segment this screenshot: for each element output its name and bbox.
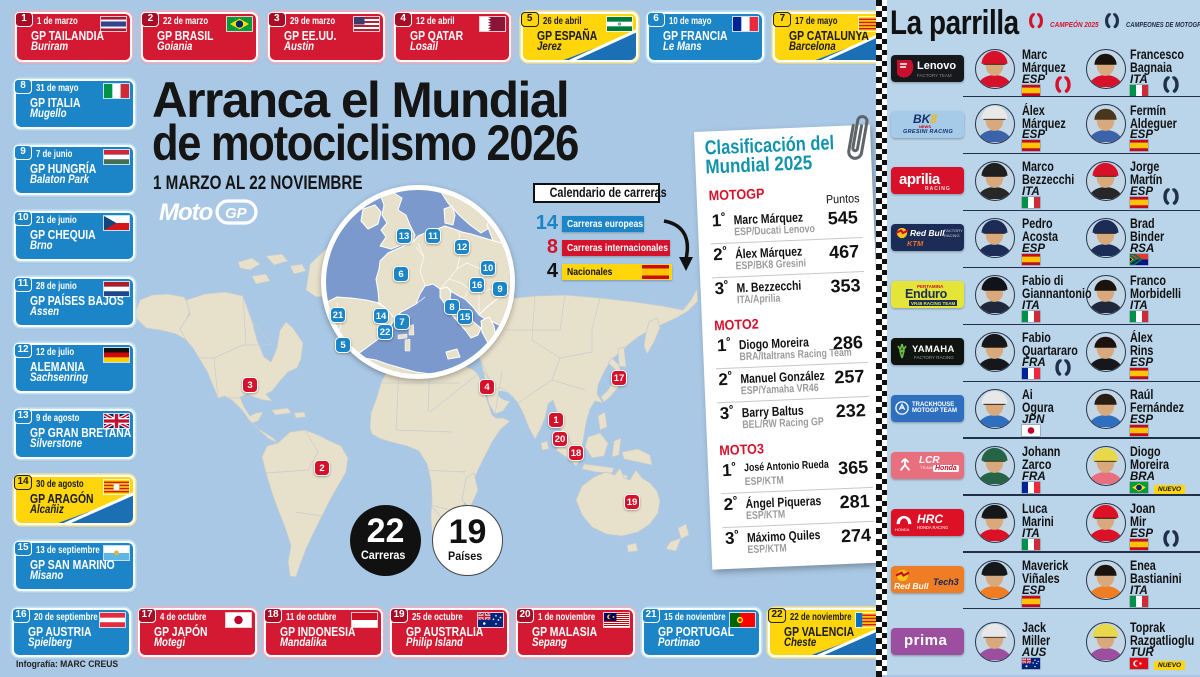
- svg-text:GP: GP: [225, 205, 248, 222]
- svg-text:Moto: Moto: [159, 199, 213, 226]
